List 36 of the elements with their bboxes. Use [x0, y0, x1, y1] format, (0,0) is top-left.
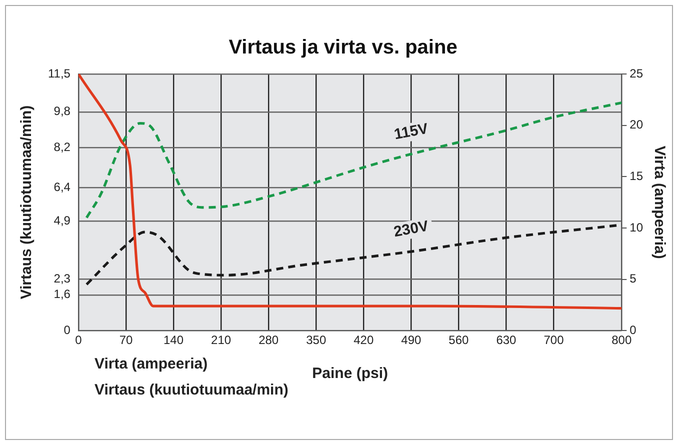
- x-tick-label: 350: [306, 333, 326, 348]
- y2-tick-label: 25: [630, 66, 644, 80]
- y2-tick-label: 0: [630, 322, 637, 337]
- y2-axis-title: Virta (ampeeria): [650, 146, 668, 259]
- x-tick-label: 70: [119, 333, 133, 348]
- x-tick-label: 800: [612, 333, 632, 348]
- x-tick-label: 700: [544, 333, 564, 348]
- y-tick-label: 8,2: [54, 140, 71, 154]
- line-series: [85, 101, 622, 219]
- x-tick-label: 0: [75, 333, 82, 348]
- x-tick-label: 630: [496, 333, 517, 348]
- x-tick-label: 280: [258, 333, 279, 348]
- y-tick-label: 0: [64, 322, 71, 337]
- text: Virtaus (kuutiotuumaa/min): [94, 382, 288, 399]
- y2-tick-label: 20: [630, 118, 644, 132]
- y-tick-label: 9,8: [54, 104, 71, 118]
- text: Virta (ampeeria): [94, 356, 208, 373]
- x-tick-label: 490: [401, 333, 422, 348]
- line-series: [78, 74, 622, 310]
- chart-title: Virtaus ja virta vs. paine: [228, 36, 458, 59]
- text: 230V: [392, 218, 430, 241]
- x-axis-title: Paine (psi): [312, 365, 388, 382]
- x-tick-label: 140: [164, 333, 184, 348]
- y-tick-label: 11,5: [48, 66, 71, 80]
- y2-tick-label: 5: [630, 272, 637, 286]
- y-tick-label: 6,4: [54, 180, 71, 194]
- y-axis-title: Virtaus (kuutiotuumaa/min): [18, 105, 36, 300]
- y-tick-label: 4,9: [54, 214, 71, 228]
- x-tick-label: 420: [354, 333, 374, 348]
- text: 115V: [392, 120, 430, 144]
- y2-tick-label: 10: [630, 220, 644, 234]
- y-tick-label: 2,3: [54, 272, 71, 286]
- y2-tick-label: 15: [630, 168, 644, 183]
- x-tick-label: 560: [448, 333, 470, 348]
- y-tick-label: 1,6: [54, 287, 71, 302]
- x-tick-label: 210: [211, 333, 232, 348]
